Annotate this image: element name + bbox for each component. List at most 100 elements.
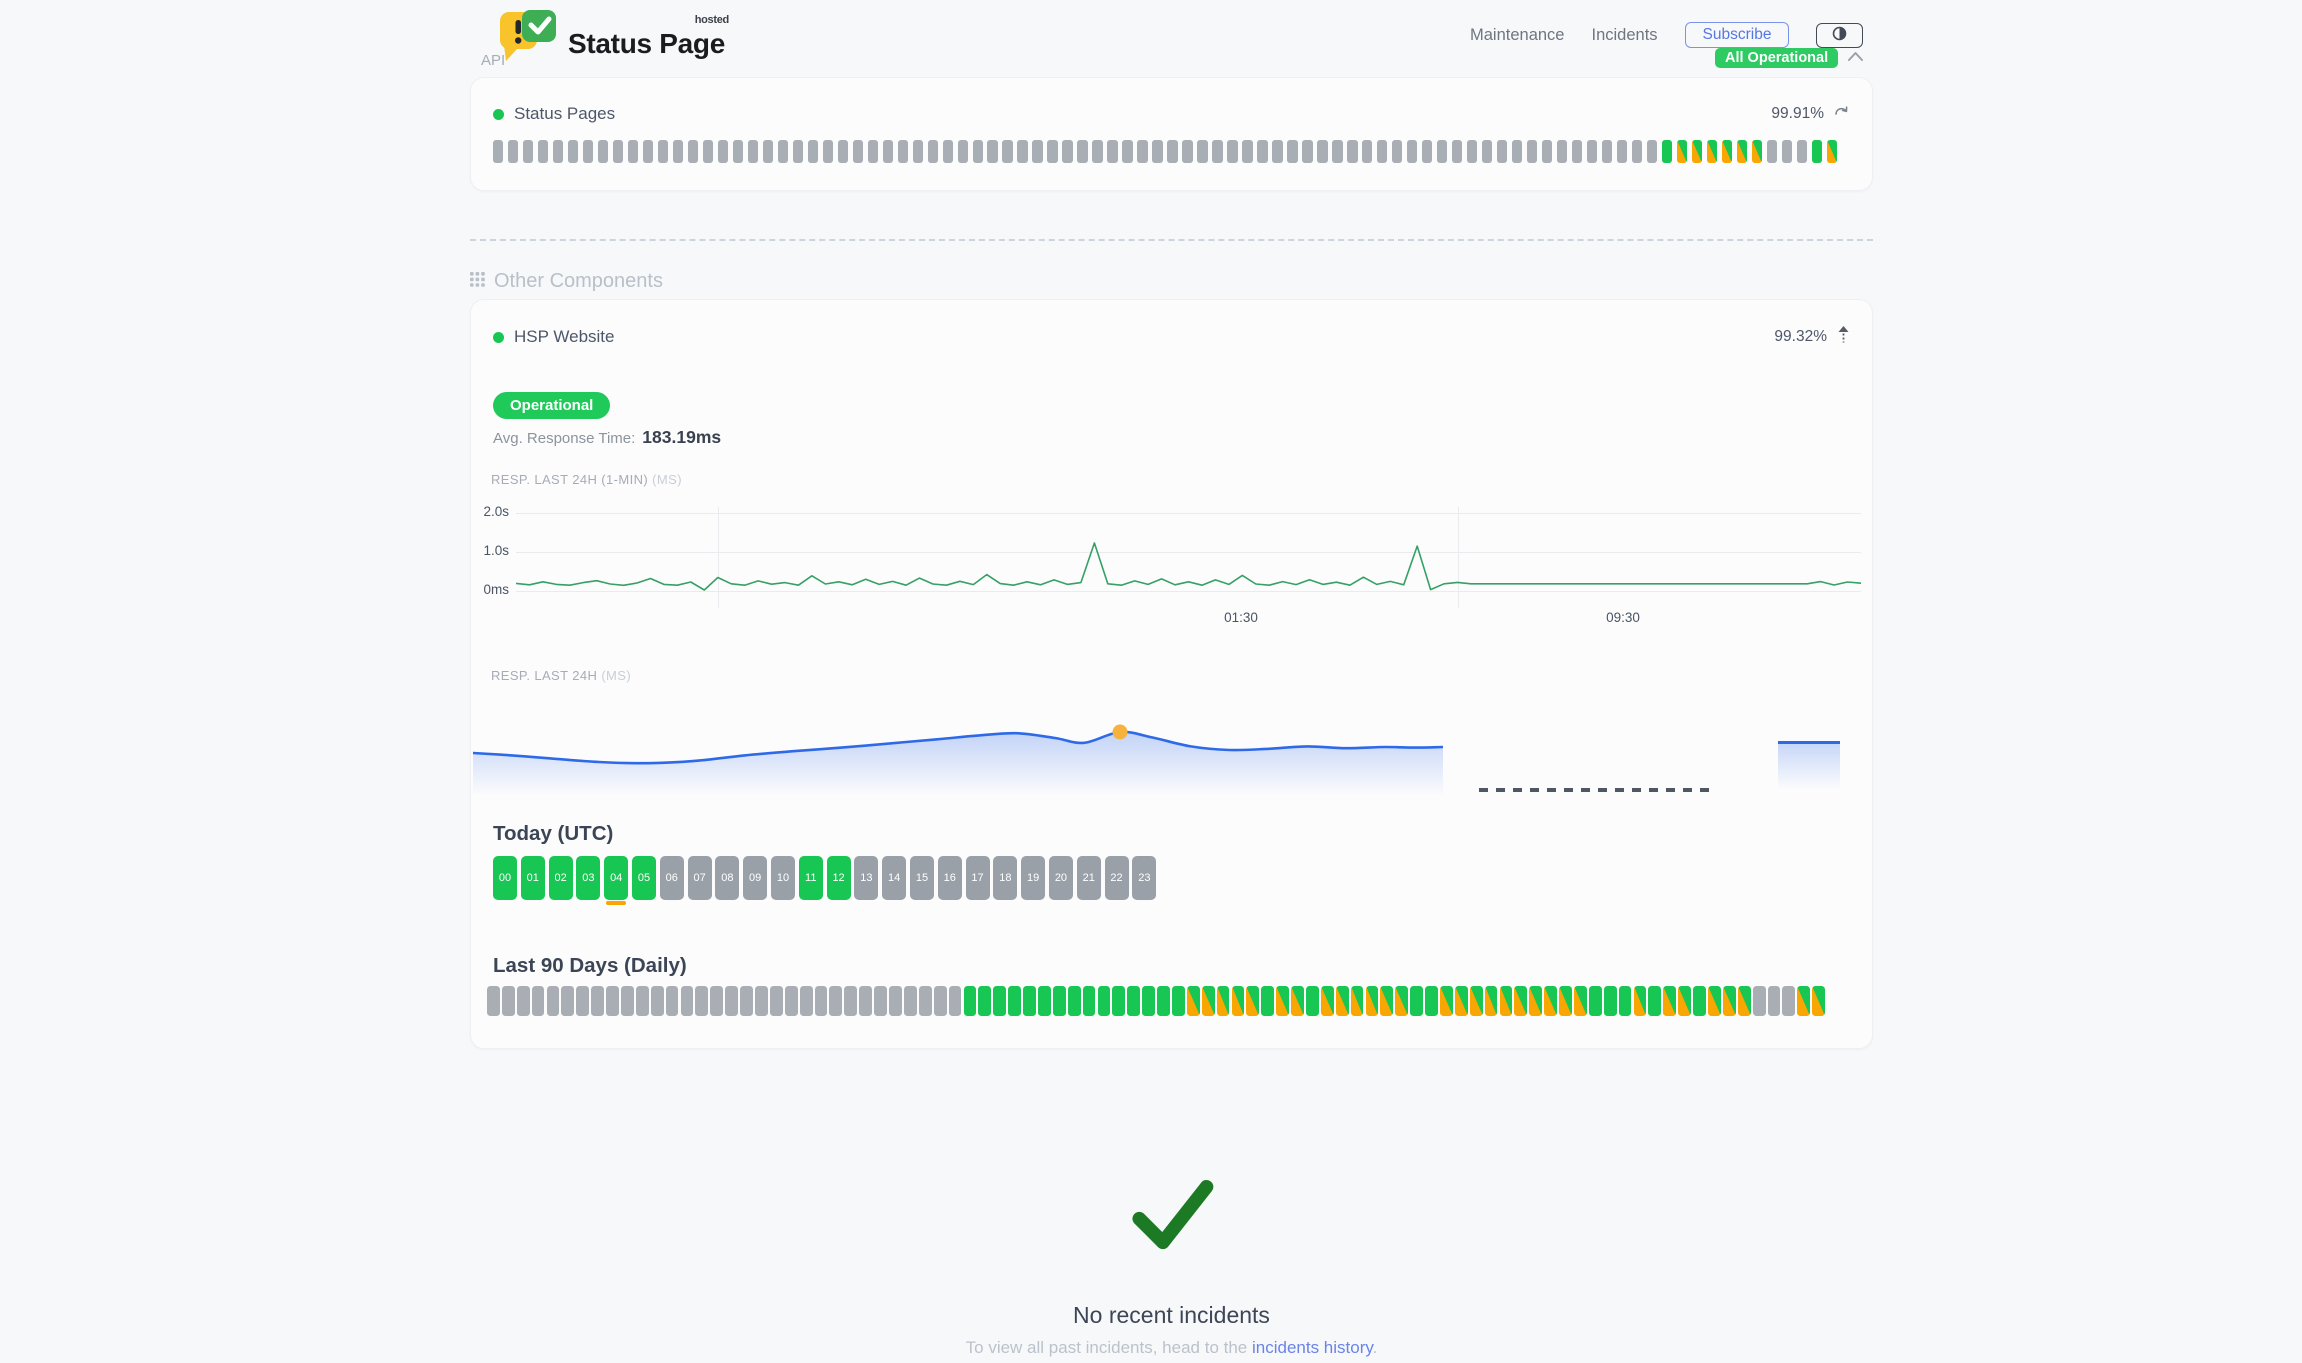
uptime-bar[interactable] (1287, 140, 1298, 163)
uptime-bar[interactable] (567, 140, 579, 163)
daily-uptime-bar[interactable] (1067, 986, 1081, 1016)
daily-uptime-bar[interactable] (755, 986, 768, 1016)
daily-uptime-bar[interactable] (1097, 986, 1111, 1016)
uptime-bar[interactable] (1721, 140, 1733, 163)
subscribe-button[interactable]: Subscribe (1684, 22, 1790, 48)
uptime-bar[interactable] (972, 140, 983, 163)
uptime-bar[interactable] (1631, 140, 1643, 163)
daily-uptime-bar[interactable] (740, 986, 753, 1016)
uptime-bar[interactable] (1736, 140, 1748, 163)
daily-uptime-bar[interactable] (710, 986, 724, 1016)
uptime-bar[interactable] (1152, 140, 1163, 163)
daily-uptime-bar[interactable] (1529, 986, 1543, 1016)
daily-uptime-bar[interactable] (948, 986, 962, 1016)
daily-uptime-bar[interactable] (1365, 986, 1379, 1016)
uptime-bar[interactable] (1227, 140, 1238, 163)
uptime-bar[interactable] (1496, 140, 1508, 163)
daily-uptime-bar[interactable] (1588, 986, 1602, 1016)
daily-uptime-bar[interactable] (1112, 986, 1126, 1016)
uptime-bar[interactable] (1332, 140, 1343, 163)
uptime-bar[interactable] (807, 140, 819, 163)
uptime-bar[interactable] (1272, 140, 1283, 163)
uptime-bar[interactable] (1032, 140, 1043, 163)
uptime-bar[interactable] (1706, 140, 1718, 163)
daily-uptime-bar[interactable] (1440, 986, 1453, 1016)
uptime-bar[interactable] (1811, 140, 1823, 163)
daily-uptime-bar[interactable] (487, 986, 500, 1016)
uptime-bar[interactable] (702, 140, 714, 163)
hour-block-19[interactable]: 19 (1021, 856, 1046, 900)
daily-uptime-bar[interactable] (784, 986, 798, 1016)
daily-uptime-bar[interactable] (1767, 986, 1781, 1016)
daily-uptime-bar[interactable] (874, 986, 887, 1016)
uptime-bar[interactable] (852, 140, 864, 163)
daily-uptime-bar[interactable] (650, 986, 664, 1016)
daily-uptime-bar[interactable] (1216, 986, 1230, 1016)
daily-uptime-bar[interactable] (1693, 986, 1706, 1016)
hour-block-06[interactable]: 06 (659, 856, 684, 900)
hour-block-15[interactable]: 15 (909, 856, 934, 900)
uptime-bar[interactable] (1317, 140, 1328, 163)
daily-uptime-bar[interactable] (1052, 986, 1066, 1016)
uptime-bar[interactable] (582, 140, 594, 163)
refresh-icon[interactable] (1834, 105, 1850, 123)
daily-uptime-bar[interactable] (1395, 986, 1409, 1016)
daily-uptime-bar[interactable] (1425, 986, 1438, 1016)
daily-uptime-bar[interactable] (1722, 986, 1736, 1016)
daily-uptime-bar[interactable] (1246, 986, 1260, 1016)
uptime-bar[interactable] (837, 140, 849, 163)
daily-uptime-bar[interactable] (1127, 986, 1141, 1016)
uptime-bar[interactable] (912, 140, 923, 163)
uptime-bar[interactable] (657, 140, 669, 163)
hour-block-13[interactable]: 13 (854, 856, 879, 900)
daily-uptime-bar[interactable] (814, 986, 828, 1016)
chevron-up-icon[interactable] (1847, 49, 1864, 67)
daily-uptime-bar[interactable] (591, 986, 605, 1016)
uptime-bar[interactable] (1481, 140, 1493, 163)
uptime-bar[interactable] (1137, 140, 1148, 163)
hour-block-00[interactable]: 00 (493, 856, 517, 900)
hour-block-04[interactable]: 04 (604, 856, 629, 905)
uptime-bar[interactable] (1452, 140, 1463, 163)
hour-block-11[interactable]: 11 (798, 856, 823, 900)
hour-block-05[interactable]: 05 (631, 856, 656, 900)
daily-uptime-bar[interactable] (606, 986, 619, 1016)
uptime-bar[interactable] (1616, 140, 1628, 163)
uptime-bar[interactable] (1526, 140, 1538, 163)
daily-uptime-bar[interactable] (1663, 986, 1677, 1016)
hour-block-08[interactable]: 08 (715, 856, 740, 900)
uptime-bar[interactable] (1167, 140, 1178, 163)
incidents-history-link[interactable]: incidents history (1251, 1338, 1373, 1357)
uptime-bar[interactable] (507, 140, 519, 163)
uptime-bar[interactable] (642, 140, 654, 163)
daily-uptime-bar[interactable] (1023, 986, 1036, 1016)
daily-uptime-bar[interactable] (889, 986, 902, 1016)
hour-block-17[interactable]: 17 (965, 856, 990, 900)
uptime-bar[interactable] (1377, 140, 1388, 163)
uptime-bar[interactable] (1676, 140, 1688, 163)
hour-block-01[interactable]: 01 (520, 856, 545, 900)
uptime-bar[interactable] (867, 140, 878, 163)
daily-uptime-bar[interactable] (665, 986, 679, 1016)
daily-uptime-bar[interactable] (546, 986, 560, 1016)
daily-uptime-bar[interactable] (1514, 986, 1528, 1016)
hour-block-14[interactable]: 14 (882, 856, 907, 900)
nav-incidents[interactable]: Incidents (1591, 25, 1658, 44)
uptime-bar[interactable] (1751, 140, 1763, 163)
daily-uptime-bar[interactable] (1350, 986, 1364, 1016)
daily-uptime-bar[interactable] (1008, 986, 1021, 1016)
uptime-bar[interactable] (1541, 140, 1553, 163)
hour-block-22[interactable]: 22 (1104, 856, 1129, 900)
uptime-bar[interactable] (552, 140, 564, 163)
uptime-bar[interactable] (1107, 140, 1118, 163)
daily-uptime-bar[interactable] (725, 986, 739, 1016)
daily-uptime-bar[interactable] (1499, 986, 1513, 1016)
hour-block-16[interactable]: 16 (937, 856, 962, 900)
daily-uptime-bar[interactable] (1186, 986, 1200, 1016)
uptime-bar[interactable] (762, 140, 774, 163)
daily-uptime-bar[interactable] (1752, 986, 1766, 1016)
daily-uptime-bar[interactable] (1648, 986, 1662, 1016)
daily-uptime-bar[interactable] (635, 986, 649, 1016)
uptime-bar[interactable] (1407, 140, 1418, 163)
uptime-bar[interactable] (1347, 140, 1358, 163)
